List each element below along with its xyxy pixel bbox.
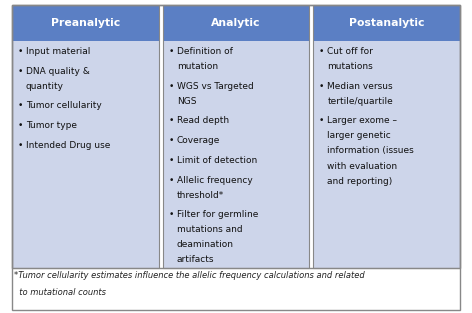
Text: DNA quality &: DNA quality & [26, 67, 90, 76]
Text: Limit of detection: Limit of detection [177, 156, 257, 165]
Text: Intended Drug use: Intended Drug use [26, 141, 110, 150]
Text: Input material: Input material [26, 47, 90, 56]
Text: •: • [168, 82, 174, 91]
Text: •: • [319, 82, 324, 91]
Text: •: • [168, 47, 174, 56]
Text: •: • [168, 136, 174, 145]
Text: WGS vs Targeted: WGS vs Targeted [177, 82, 253, 91]
Text: information (issues: information (issues [328, 146, 414, 156]
Text: deamination: deamination [177, 240, 234, 249]
Text: Postanalytic: Postanalytic [349, 18, 424, 28]
Text: •: • [17, 47, 23, 56]
Text: •: • [17, 141, 23, 150]
Text: to mutational counts: to mutational counts [14, 288, 106, 297]
Text: mutations and: mutations and [177, 225, 242, 234]
Bar [162, 5, 310, 268]
Text: mutation: mutation [177, 62, 218, 71]
Text: Definition of: Definition of [177, 47, 233, 56]
Text: Cut off for: Cut off for [328, 47, 373, 56]
Text: •: • [168, 156, 174, 165]
Text: •: • [168, 210, 174, 219]
Text: NGS: NGS [177, 97, 196, 106]
Text: Preanalytic: Preanalytic [51, 18, 120, 28]
Bar [313, 5, 460, 268]
Text: larger genetic: larger genetic [328, 131, 391, 141]
Text: •: • [319, 47, 324, 56]
Text: artifacts: artifacts [177, 255, 214, 264]
Text: mutations: mutations [328, 62, 373, 71]
Text: and reporting): and reporting) [328, 177, 393, 186]
Text: Allelic frequency: Allelic frequency [177, 176, 253, 185]
Text: •: • [17, 101, 23, 110]
Bar [12, 5, 460, 268]
Text: threshold*: threshold* [177, 191, 224, 200]
Text: Larger exome –: Larger exome – [328, 116, 397, 126]
Text: Filter for germline: Filter for germline [177, 210, 258, 219]
Bar [12, 5, 159, 41]
Bar [313, 41, 460, 268]
Text: •: • [319, 116, 324, 126]
Text: •: • [168, 176, 174, 185]
Text: •: • [17, 67, 23, 76]
Bar [0, 268, 472, 313]
Text: Analytic: Analytic [211, 18, 261, 28]
Text: *Tumor cellularity estimates influence the allelic frequency calculations and re: *Tumor cellularity estimates influence t… [14, 271, 365, 280]
Text: •: • [17, 121, 23, 130]
Text: Tumor type: Tumor type [26, 121, 77, 130]
Text: with evaluation: with evaluation [328, 162, 397, 171]
Bar [162, 41, 310, 268]
Text: quantity: quantity [26, 82, 64, 91]
Bar [12, 41, 159, 268]
Text: Tumor cellularity: Tumor cellularity [26, 101, 101, 110]
Text: Read depth: Read depth [177, 116, 229, 126]
Text: Median versus: Median versus [328, 82, 393, 91]
Text: Coverage: Coverage [177, 136, 220, 145]
Bar [313, 5, 460, 41]
Text: tertile/quartile: tertile/quartile [328, 97, 393, 106]
Bar [12, 5, 159, 268]
Bar [162, 5, 310, 41]
Text: •: • [168, 116, 174, 126]
